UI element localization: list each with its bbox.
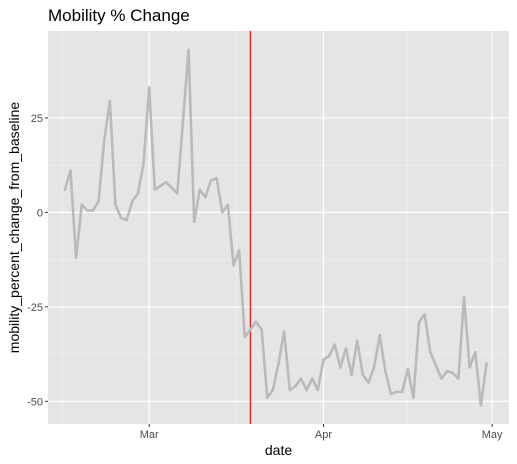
data-point: [294, 384, 297, 388]
data-point: [355, 339, 359, 343]
data-point: [282, 330, 286, 333]
data-point: [462, 296, 466, 299]
data-point: [232, 263, 235, 267]
data-point: [440, 377, 443, 380]
x-tick-label: May: [482, 429, 503, 441]
data-point: [361, 373, 365, 377]
data-point: [384, 369, 387, 373]
data-point: [479, 403, 483, 407]
y-axis-label: mobility_percent_change_from_baseline: [6, 102, 22, 354]
data-point: [260, 328, 263, 331]
x-tick-label: Apr: [315, 429, 332, 441]
data-point: [74, 256, 78, 260]
data-point: [181, 120, 185, 123]
x-tick-label: Mar: [140, 429, 159, 441]
data-point: [131, 199, 134, 203]
data-point: [136, 192, 140, 195]
data-point: [417, 320, 421, 324]
data-point: [63, 188, 67, 192]
data-point: [119, 216, 123, 220]
data-point: [187, 48, 190, 52]
data-point: [254, 320, 258, 324]
data-point: [333, 343, 337, 346]
data-point: [265, 396, 269, 399]
y-tick-label: -50: [27, 396, 43, 408]
data-point: [204, 195, 207, 199]
data-point: [344, 347, 348, 350]
series-group: [63, 48, 488, 407]
data-point: [69, 169, 72, 173]
data-point: [215, 177, 218, 180]
data-point: [367, 381, 370, 384]
chart-title: Mobility % Change: [48, 6, 190, 25]
data-point: [468, 366, 471, 369]
data-point: [378, 333, 382, 337]
data-point: [372, 366, 376, 369]
data-point: [108, 99, 112, 103]
data-point: [147, 86, 151, 89]
data-point: [80, 203, 84, 207]
data-point: [176, 192, 179, 195]
data-point: [434, 364, 438, 367]
data-point: [142, 161, 145, 165]
data-point: [412, 396, 415, 399]
data-point: [102, 139, 106, 142]
data-point: [226, 203, 230, 207]
grid: [48, 31, 509, 424]
data-point: [86, 209, 89, 212]
data-point: [339, 366, 342, 369]
data-points: [63, 48, 488, 407]
data-point: [209, 178, 213, 182]
data-point: [159, 184, 162, 188]
data-point: [322, 358, 325, 362]
data-point: [310, 377, 314, 380]
data-point: [473, 350, 477, 354]
data-point: [428, 350, 432, 354]
data-point: [277, 362, 280, 365]
data-point: [389, 392, 393, 396]
data-point: [153, 188, 157, 192]
x-axis-label: date: [265, 442, 292, 458]
data-point: [305, 388, 308, 392]
y-tick-label: 0: [37, 207, 43, 219]
data-point: [237, 248, 241, 252]
data-point: [299, 377, 303, 380]
data-point: [395, 390, 398, 394]
data-point: [164, 180, 168, 184]
data-point: [170, 186, 173, 190]
y-tick-label: 25: [31, 113, 43, 125]
data-point: [288, 388, 292, 392]
data-point: [125, 218, 129, 222]
data-point: [451, 371, 455, 375]
data-point: [243, 335, 247, 339]
data-point: [220, 211, 224, 214]
data-point: [406, 367, 410, 371]
axis-ticks: 25 0 -25 -50 Mar Apr May: [27, 113, 503, 441]
data-point: [114, 203, 117, 207]
data-point: [91, 209, 95, 212]
data-point: [327, 354, 331, 358]
series-line: [63, 48, 488, 407]
data-point: [423, 313, 426, 316]
data-point: [445, 369, 449, 373]
data-point: [457, 377, 460, 380]
data-point: [249, 328, 252, 331]
data-point: [485, 362, 488, 365]
data-point: [97, 199, 100, 203]
data-point: [400, 390, 404, 394]
data-point: [198, 188, 202, 192]
data-point: [350, 373, 353, 377]
y-tick-label: -25: [27, 302, 43, 314]
data-point: [271, 388, 275, 392]
data-point: [192, 220, 196, 224]
data-point: [316, 388, 320, 392]
